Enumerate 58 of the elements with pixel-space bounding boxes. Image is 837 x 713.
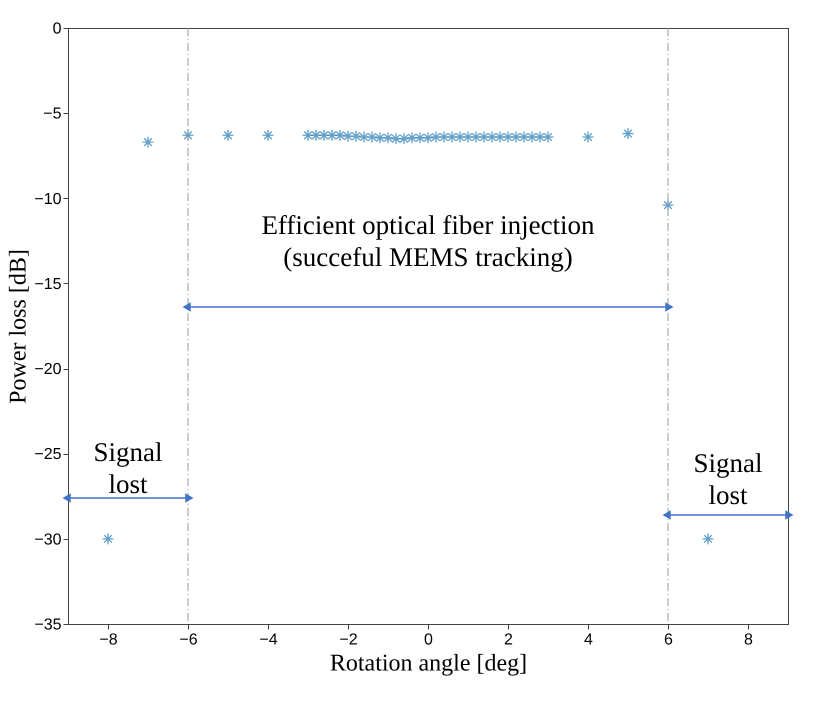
x-tick-label: 6 [664, 632, 674, 648]
point [494, 130, 506, 144]
point [414, 132, 426, 144]
x-tick-label: 8 [744, 632, 754, 648]
point [390, 132, 402, 145]
point [702, 532, 714, 545]
y-tick-label: −5 [43, 106, 62, 123]
point [622, 127, 634, 140]
x-tick-label: −6 [179, 632, 198, 648]
point [358, 130, 370, 144]
point [454, 130, 466, 144]
x-tick-label: 2 [504, 632, 514, 648]
point [446, 130, 458, 144]
point [318, 129, 330, 142]
x-tick-label: −8 [99, 632, 118, 648]
point [142, 136, 154, 148]
x-tick-label: 4 [584, 632, 594, 648]
point [502, 130, 514, 144]
point [470, 130, 482, 144]
y-axis-title: Power loss [dB] [5, 249, 32, 404]
point [518, 130, 530, 144]
annotation: Signal lost [693, 448, 763, 510]
annotation: Efficient optical fiber injection (succeful MEMS tracking) [261, 210, 596, 272]
annotation: Signal lost [93, 437, 163, 499]
point [302, 129, 314, 142]
y-tick-label: −35 [34, 616, 62, 634]
point [374, 132, 386, 144]
x-axis-title: Rotation angle [deg] [330, 650, 528, 676]
point [350, 130, 362, 142]
point [582, 130, 594, 144]
y-tick-label: −20 [34, 361, 62, 378]
y-tick-label: −10 [34, 190, 62, 208]
point [102, 532, 114, 545]
y-tick-label: −25 [34, 446, 62, 464]
point [486, 130, 498, 144]
point [310, 129, 322, 142]
point [478, 130, 490, 144]
point [222, 129, 234, 142]
point [438, 130, 450, 144]
y-tick-label: −30 [34, 531, 62, 548]
point [326, 129, 338, 142]
point [366, 130, 378, 144]
point [662, 198, 674, 212]
point [382, 132, 394, 144]
point [534, 130, 546, 144]
y-tick-label: 0 [52, 20, 62, 38]
point [510, 130, 522, 144]
x-tick-label: −2 [339, 632, 358, 648]
point [526, 130, 538, 144]
point [182, 129, 194, 142]
x-tick-label: −4 [259, 632, 278, 648]
point [262, 129, 274, 142]
point [542, 130, 554, 144]
point [462, 130, 474, 144]
point [342, 130, 354, 142]
x-tick-label: 0 [424, 632, 434, 648]
y-tick-label: −15 [34, 276, 62, 293]
point [334, 129, 346, 142]
